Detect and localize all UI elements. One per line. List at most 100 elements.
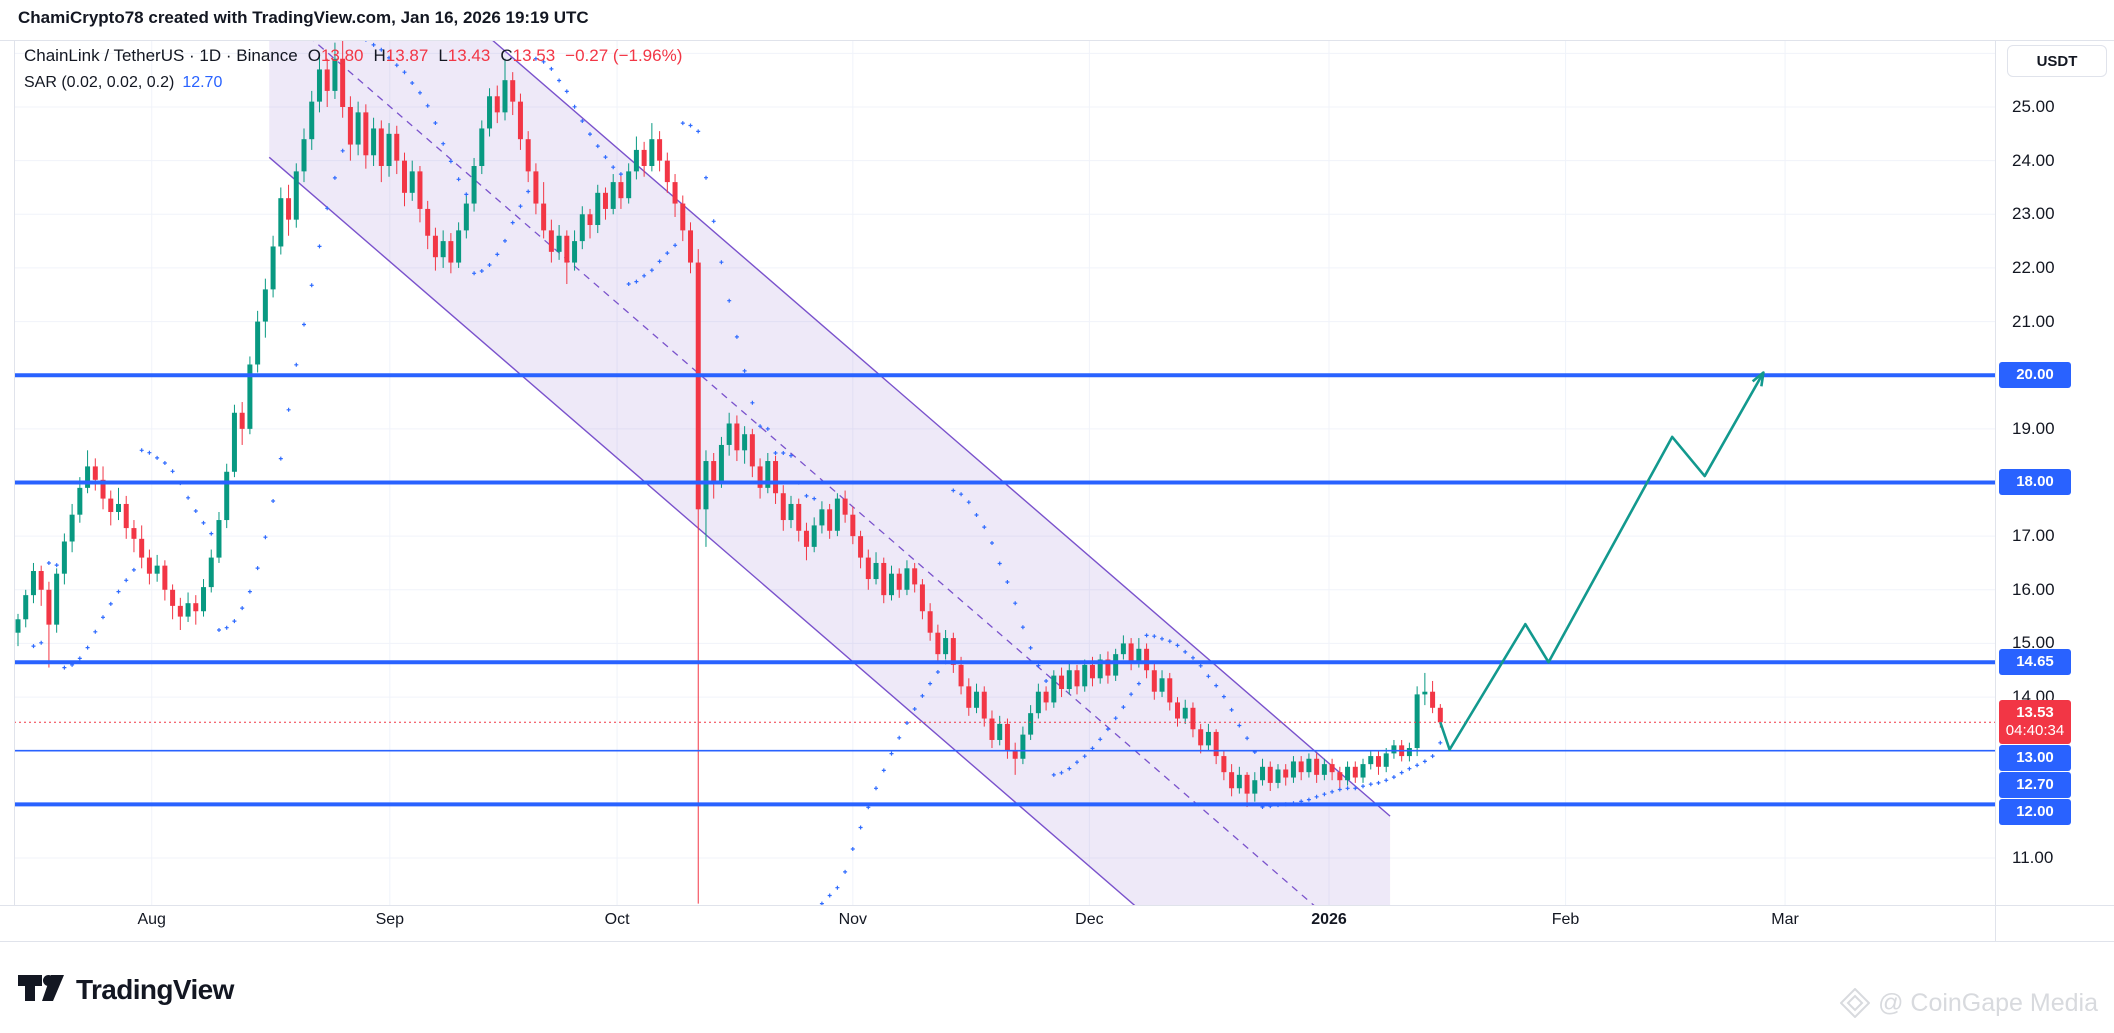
candle[interactable] xyxy=(502,58,508,121)
candle[interactable] xyxy=(146,549,152,585)
candle[interactable] xyxy=(224,463,230,529)
candle[interactable] xyxy=(649,123,655,172)
candle[interactable] xyxy=(1221,750,1227,781)
candle[interactable] xyxy=(672,174,678,217)
candle[interactable] xyxy=(1051,670,1057,708)
candle[interactable] xyxy=(355,101,361,156)
candle[interactable] xyxy=(1430,680,1436,714)
candle[interactable] xyxy=(46,581,52,668)
candle[interactable] xyxy=(1035,683,1041,719)
candle[interactable] xyxy=(950,632,956,673)
candle[interactable] xyxy=(347,96,353,161)
candle[interactable] xyxy=(881,557,887,604)
candle[interactable] xyxy=(1059,667,1065,698)
candle[interactable] xyxy=(332,42,338,99)
currency-toggle-button[interactable]: USDT xyxy=(2007,45,2107,77)
candle[interactable] xyxy=(255,310,261,373)
candle[interactable] xyxy=(626,163,632,204)
candle[interactable] xyxy=(494,85,500,124)
candle[interactable] xyxy=(780,485,786,531)
candle[interactable] xyxy=(749,428,755,478)
candle[interactable] xyxy=(417,166,423,223)
candle[interactable] xyxy=(765,452,771,494)
candle[interactable] xyxy=(432,227,438,271)
candle[interactable] xyxy=(324,58,330,107)
candle[interactable] xyxy=(981,686,987,727)
candle[interactable] xyxy=(896,568,902,598)
candle[interactable] xyxy=(301,128,307,183)
candle[interactable] xyxy=(865,549,871,590)
candle[interactable] xyxy=(1020,726,1026,765)
candle[interactable] xyxy=(402,152,407,207)
candle[interactable] xyxy=(718,436,724,488)
candle[interactable] xyxy=(742,426,748,464)
candle[interactable] xyxy=(1329,758,1335,781)
candle[interactable] xyxy=(1066,662,1072,695)
candle[interactable] xyxy=(1260,758,1266,786)
indicator-name[interactable]: SAR (0.02, 0.02, 0.2) xyxy=(24,74,175,91)
candle[interactable] xyxy=(1406,742,1412,762)
price-projection-drawing[interactable] xyxy=(1439,371,1765,751)
candle[interactable] xyxy=(1213,729,1219,765)
candle[interactable] xyxy=(1229,764,1235,797)
candle[interactable] xyxy=(386,123,392,177)
candle[interactable] xyxy=(1097,654,1103,684)
candle[interactable] xyxy=(803,522,809,561)
candle[interactable] xyxy=(1004,718,1010,759)
tradingview-logo[interactable]: TradingView xyxy=(18,974,234,1006)
candle[interactable] xyxy=(1113,648,1119,681)
candle[interactable] xyxy=(1283,764,1289,786)
candle[interactable] xyxy=(966,678,972,716)
candle[interactable] xyxy=(974,683,980,714)
candle[interactable] xyxy=(363,104,369,169)
candle[interactable] xyxy=(927,603,933,641)
candle[interactable] xyxy=(1360,758,1366,783)
candle[interactable] xyxy=(131,520,137,553)
candle[interactable] xyxy=(69,503,75,553)
candle[interactable] xyxy=(1167,672,1173,711)
candle[interactable] xyxy=(100,466,106,510)
candle[interactable] xyxy=(1383,748,1389,773)
candle[interactable] xyxy=(572,230,578,271)
candle[interactable] xyxy=(912,562,918,593)
candle[interactable] xyxy=(456,222,462,268)
candle[interactable] xyxy=(888,565,894,601)
candle[interactable] xyxy=(541,182,547,239)
candle[interactable] xyxy=(262,278,268,338)
candle[interactable] xyxy=(340,37,346,118)
candle[interactable] xyxy=(610,174,616,215)
candle[interactable] xyxy=(827,503,833,539)
candle[interactable] xyxy=(239,402,245,445)
candle[interactable] xyxy=(208,549,214,593)
candle[interactable] xyxy=(796,498,802,542)
candle[interactable] xyxy=(108,490,114,526)
candle[interactable] xyxy=(85,450,91,494)
candle[interactable] xyxy=(989,710,995,749)
candle[interactable] xyxy=(525,131,531,183)
candle[interactable] xyxy=(278,187,284,255)
candle[interactable] xyxy=(1074,664,1080,695)
candle[interactable] xyxy=(1236,766,1242,794)
candle[interactable] xyxy=(858,530,864,569)
candle[interactable] xyxy=(247,356,253,435)
candle[interactable] xyxy=(711,452,717,499)
candle[interactable] xyxy=(231,404,237,478)
candle[interactable] xyxy=(309,90,315,150)
candle[interactable] xyxy=(92,458,98,491)
candle[interactable] xyxy=(201,579,207,617)
candle[interactable] xyxy=(997,715,1003,746)
candle[interactable] xyxy=(1120,635,1126,660)
candle[interactable] xyxy=(510,72,516,116)
candle[interactable] xyxy=(1321,758,1327,781)
candle[interactable] xyxy=(440,230,446,268)
candle[interactable] xyxy=(487,88,493,137)
candle[interactable] xyxy=(1105,651,1111,684)
candle[interactable] xyxy=(788,495,794,529)
candle[interactable] xyxy=(935,624,941,663)
candle[interactable] xyxy=(425,200,431,250)
candle[interactable] xyxy=(1414,686,1420,757)
candle[interactable] xyxy=(54,568,60,633)
candle[interactable] xyxy=(123,495,129,539)
plot-area[interactable] xyxy=(14,0,1995,1033)
